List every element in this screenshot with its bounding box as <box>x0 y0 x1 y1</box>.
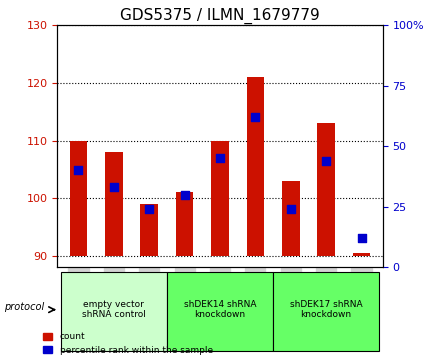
Bar <box>105 152 123 256</box>
Bar <box>70 140 87 256</box>
Point <box>287 206 294 212</box>
Bar <box>140 204 158 256</box>
FancyBboxPatch shape <box>273 272 379 351</box>
Point <box>146 206 153 212</box>
Bar <box>353 253 370 256</box>
Text: protocol: protocol <box>4 302 44 312</box>
Point <box>110 184 117 190</box>
Bar <box>246 77 264 256</box>
Text: shDEK17 shRNA
knockdown: shDEK17 shRNA knockdown <box>290 300 363 319</box>
Bar <box>176 192 194 256</box>
Point <box>358 235 365 241</box>
Legend: count, percentile rank within the sample: count, percentile rank within the sample <box>40 329 216 359</box>
Text: empty vector
shRNA control: empty vector shRNA control <box>82 300 146 319</box>
Point <box>323 158 330 164</box>
Point <box>252 114 259 120</box>
Text: shDEK14 shRNA
knockdown: shDEK14 shRNA knockdown <box>184 300 256 319</box>
Title: GDS5375 / ILMN_1679779: GDS5375 / ILMN_1679779 <box>120 8 320 24</box>
FancyBboxPatch shape <box>167 272 273 351</box>
Bar <box>211 140 229 256</box>
Bar <box>317 123 335 256</box>
Point <box>216 155 224 161</box>
Point <box>75 168 82 174</box>
Bar <box>282 181 300 256</box>
FancyBboxPatch shape <box>61 272 167 351</box>
Point <box>181 192 188 197</box>
